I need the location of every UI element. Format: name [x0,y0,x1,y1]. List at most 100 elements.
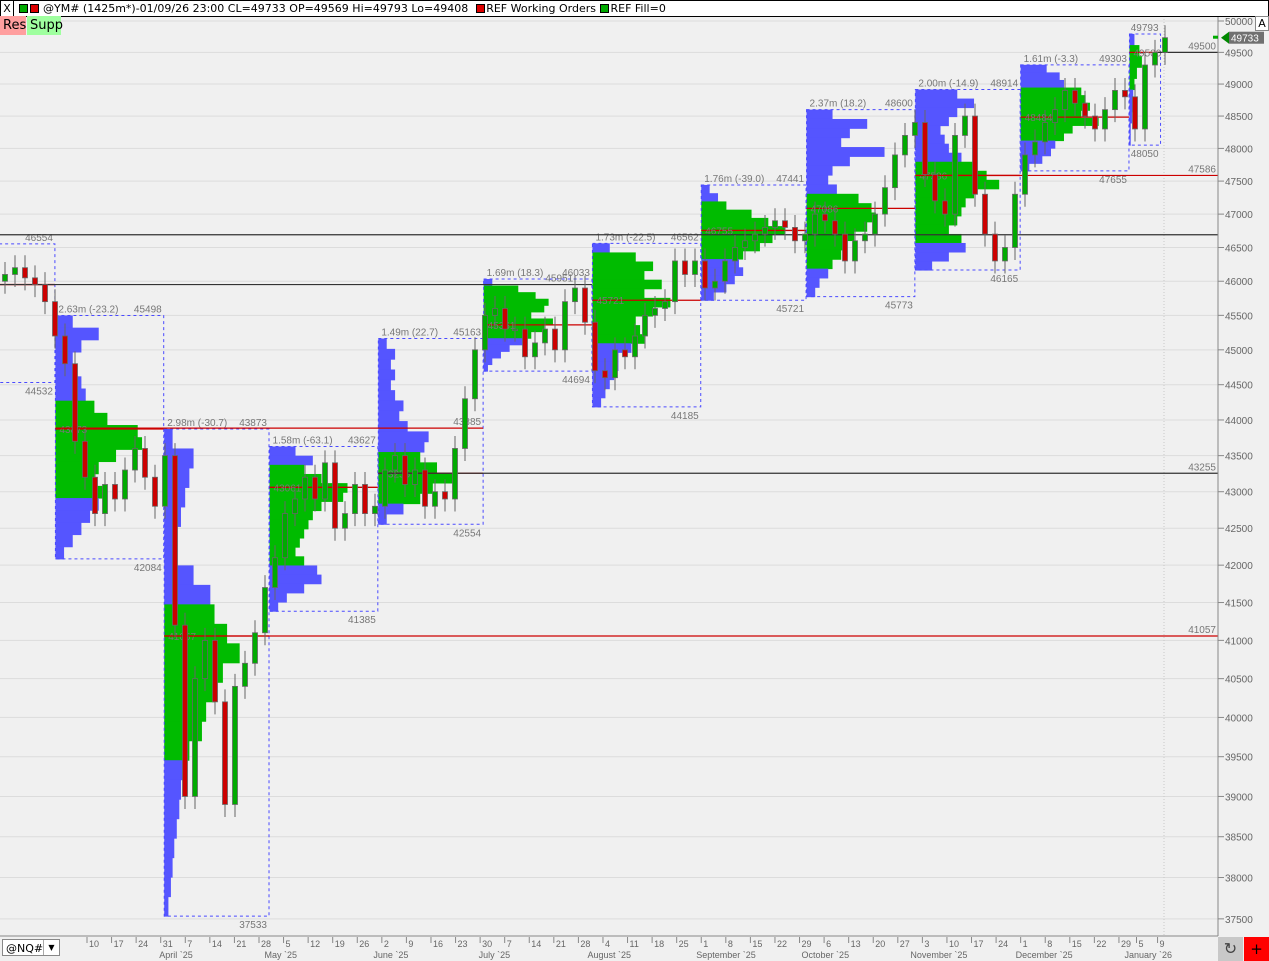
candle [782,208,788,240]
close-button[interactable]: X [1,1,14,16]
volume-bar [378,359,391,370]
profile-volume-label: 1.69m (18.3) [487,268,544,279]
candle [452,436,458,512]
candle-body [212,639,218,703]
x-tick-label: 21 [236,939,246,949]
level-label: 47586 [1188,164,1216,175]
value-area-bar [164,604,215,625]
symbol-value: @NQ# [6,942,44,955]
volume-bar [806,165,833,176]
candle-body [872,213,878,235]
x-tick-label: 15 [752,939,762,949]
price-axis[interactable]: 50000 49500 49000 48500 48000 47500 47000 46500… [1218,17,1253,926]
x-tick-label: 3 [924,939,929,949]
volume-bar [483,364,488,372]
candle [1042,110,1048,155]
value-area-bar [1020,110,1082,119]
candle [182,612,188,809]
x-tick-label: 5 [1138,939,1143,949]
candle-body [312,476,318,500]
plus-button[interactable]: + [1244,937,1269,961]
candle [772,208,778,240]
candle-body [82,440,88,478]
chevron-down-icon[interactable]: ▼ [43,940,59,955]
candle [812,201,818,247]
candle [872,201,878,247]
x-tick-label: 2 [384,939,389,949]
x-tick-label: 13 [851,939,861,949]
y-tick-label: 40500 [1225,675,1253,686]
candle [722,248,728,294]
candle [1102,97,1108,142]
value-area-bar [483,325,545,333]
last-price-badge [1229,31,1264,44]
volume-profiles: .5)4655444532459512.63m (-23.2)454984208… [0,23,1162,931]
volume-bar [378,441,425,453]
profile-volume-label: 1.73m (-22.5) [595,232,655,243]
candle-body [582,287,588,323]
y-tick-label: 37500 [1225,915,1253,926]
candle [632,323,638,370]
candle-body [122,469,128,500]
volume-bar [55,315,73,329]
profile-range-box [914,89,1021,271]
y-tick-label: 50000 [1225,17,1253,28]
volume-bar [378,379,391,391]
profile-high-label: 46554 [25,233,53,244]
refresh-icon[interactable]: ↻ [1218,937,1243,961]
poc-label: 43255 [382,469,410,480]
candle [552,316,558,363]
value-area-bar [701,209,752,219]
candle-body [432,491,438,507]
candle [992,221,998,274]
value-area-bar [483,285,519,293]
candle-body [22,267,28,279]
volume-bar [55,498,99,511]
y-tick-label: 44000 [1225,416,1253,427]
y-tick-label: 46000 [1225,277,1253,288]
profile-volume-label: 2.37m (18.2) [810,99,867,110]
red-square-icon [29,4,39,13]
value-area-bar [592,288,645,299]
candle-body [992,233,998,262]
profile-range-box [591,242,702,408]
value-area-bar [55,485,104,499]
candle-body [2,274,8,282]
symbol-select[interactable]: @NQ# ▼ [2,939,60,956]
candle-body [1122,90,1128,98]
month-label: December `25 [1016,950,1073,960]
value-area-bar [915,206,962,217]
auto-scale-button[interactable]: A [1255,16,1269,31]
value-area-bar [55,461,99,475]
candle-body [542,328,548,344]
x-tick-label: 15 [1072,939,1082,949]
candle-body [112,484,118,500]
volume-bar [378,390,396,401]
profile-high-label: 49303 [1099,54,1127,65]
volume-bar [483,357,493,366]
x-tick-label: 10 [89,939,99,949]
month-label: October `25 [802,950,850,960]
candle-body [292,498,298,514]
candle [1022,142,1028,207]
level-label: 43255 [1188,462,1216,473]
volume-profile: 49793 48050 49500 [1128,23,1162,160]
time-axis[interactable]: 10 17 24 31 7 14 21 28 5 12 19 26 2 9 16 23 30 7 14 21 28 4 11… [86,937,1172,960]
res-button[interactable]: Res [0,16,26,35]
last-price-tick [1213,35,1218,39]
x-tick-label: 28 [580,939,590,949]
candle-body [1002,247,1008,262]
y-tick-label: 43500 [1225,452,1253,463]
profile-range-box [1020,64,1130,172]
x-tick-label: 30 [482,939,492,949]
candle [1112,77,1118,123]
supp-button[interactable]: Supp [27,16,63,35]
candle [92,464,98,527]
value-area-bar [483,292,536,300]
volume-bar [378,348,396,360]
candle [382,457,388,519]
candle [242,650,248,699]
x-tick-label: 18 [654,939,664,949]
candle [102,472,108,527]
